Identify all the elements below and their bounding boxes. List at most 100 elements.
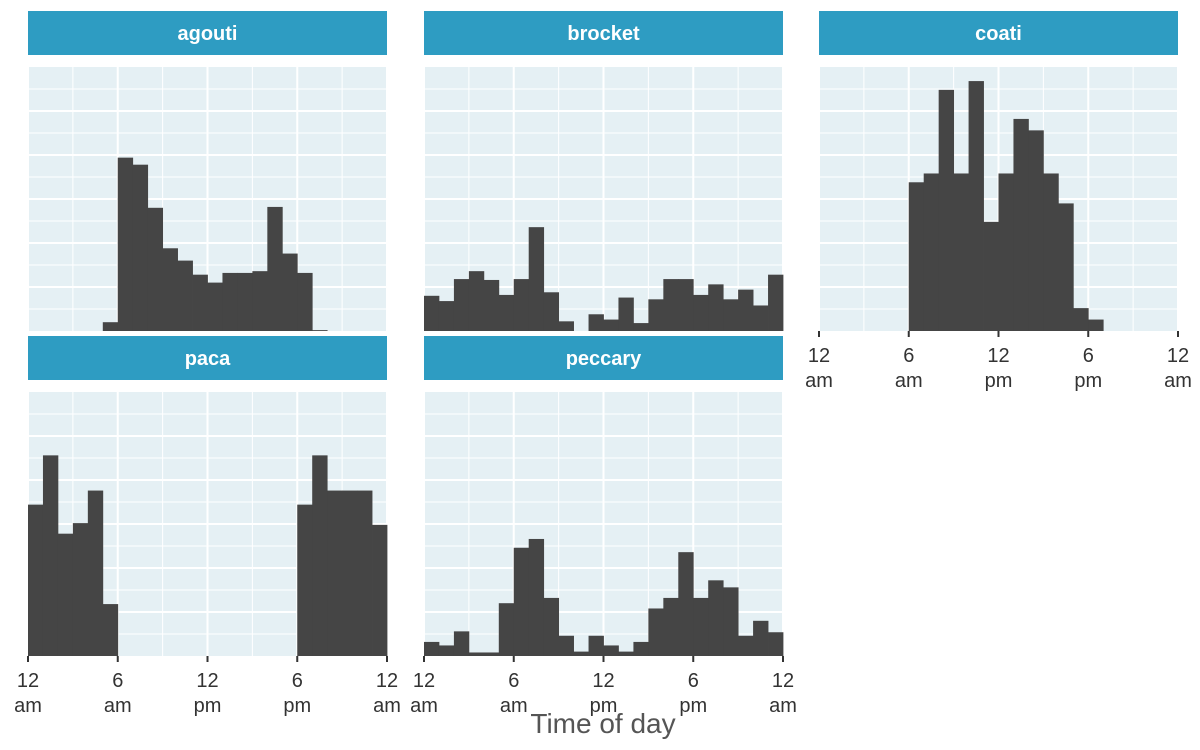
histogram-bar xyxy=(633,323,649,331)
x-tick-label: 12 xyxy=(413,670,435,692)
histogram-bar xyxy=(753,620,769,656)
facet-panels: agouti brocket coati 12 am 6 am 12 pm 6 pm 12 am paca… xyxy=(14,11,1192,717)
histogram-bar xyxy=(87,490,104,656)
histogram-bar xyxy=(513,547,530,656)
histogram-bar xyxy=(252,271,268,331)
histogram-bar xyxy=(558,635,574,656)
x-tick-label: 6 xyxy=(688,670,699,692)
histogram-bar xyxy=(453,631,470,656)
histogram-bar xyxy=(723,587,739,656)
x-tick-label: 6 xyxy=(112,670,123,692)
facet-paca: paca 12 am 6 am 12 pm 6 pm 12 am xyxy=(14,336,401,717)
x-tick-label: 6 xyxy=(292,670,303,692)
facet-brocket: brocket xyxy=(423,11,784,331)
x-tick-label: am xyxy=(805,370,833,392)
facet-label: paca xyxy=(185,348,231,370)
histogram-bar xyxy=(498,294,515,331)
histogram-bar xyxy=(1058,203,1074,331)
histogram-bar xyxy=(693,597,709,656)
x-tick-label: pm xyxy=(194,695,222,717)
histogram-bar xyxy=(513,279,530,331)
histogram-bar xyxy=(1073,308,1089,331)
histogram-bar xyxy=(663,279,679,331)
histogram-bar xyxy=(372,524,388,656)
x-tick-label: 12 xyxy=(1167,345,1189,367)
histogram-bar xyxy=(768,632,784,656)
histogram-bar xyxy=(57,533,74,656)
histogram-bar xyxy=(237,272,253,331)
histogram-bar xyxy=(102,604,119,656)
facet-agouti: agouti xyxy=(27,11,388,331)
histogram-bar xyxy=(603,645,619,656)
histogram-bar xyxy=(438,645,455,656)
histogram-bar xyxy=(327,490,343,656)
histogram-bar xyxy=(267,206,283,331)
histogram-bar xyxy=(207,282,223,331)
histogram-bar xyxy=(708,580,724,656)
histogram-bar xyxy=(297,272,313,331)
histogram-bar xyxy=(282,253,298,331)
histogram-bar xyxy=(147,207,164,331)
histogram-bar xyxy=(42,455,59,656)
histogram-bar xyxy=(528,538,545,656)
histogram-bar xyxy=(1028,130,1044,331)
histogram-bar xyxy=(117,157,134,331)
histogram-bar xyxy=(633,641,649,656)
histogram-bar xyxy=(558,321,574,331)
histogram-bar xyxy=(28,504,44,656)
histogram-bar xyxy=(588,635,604,656)
histogram-bar xyxy=(738,289,754,331)
histogram-bar xyxy=(678,552,694,656)
x-tick-label: 6 xyxy=(1083,345,1094,367)
histogram-bar xyxy=(938,89,955,331)
histogram-bar xyxy=(177,260,193,331)
x-tick-label: 12 xyxy=(772,670,794,692)
x-tick-label: am xyxy=(1164,370,1192,392)
histogram-bar xyxy=(953,173,969,331)
histogram-bar xyxy=(543,292,560,331)
x-tick-label: am xyxy=(895,370,923,392)
histogram-bar xyxy=(438,301,455,331)
histogram-bar xyxy=(753,305,769,331)
histogram-bar xyxy=(483,652,500,656)
histogram-bar xyxy=(723,299,739,331)
facet-strip xyxy=(28,336,387,380)
x-tick-label: 12 xyxy=(987,345,1009,367)
x-axis-title: Time of day xyxy=(530,708,675,739)
histogram-bar xyxy=(342,490,358,656)
x-tick-label: 12 xyxy=(376,670,398,692)
histogram-bar xyxy=(312,455,328,656)
histogram-bar xyxy=(453,279,470,331)
x-tick-label: am xyxy=(769,695,797,717)
x-tick-label: 12 xyxy=(196,670,218,692)
histogram-bar xyxy=(618,297,634,331)
histogram-bar xyxy=(983,221,999,331)
histogram-bar xyxy=(297,504,313,656)
histogram-bar xyxy=(222,272,238,331)
x-tick-label: am xyxy=(373,695,401,717)
histogram-bar xyxy=(162,248,178,331)
x-tick-label: 12 xyxy=(592,670,614,692)
histogram-bar xyxy=(648,608,664,656)
x-tick-label: am xyxy=(410,695,438,717)
histogram-bar xyxy=(528,227,545,331)
histogram-bar xyxy=(693,294,709,331)
histogram-bar xyxy=(768,274,784,331)
histogram-bar xyxy=(483,279,500,331)
histogram-bar xyxy=(618,651,634,656)
facet-coati: coati 12 am 6 am 12 pm 6 pm 12 am xyxy=(805,11,1192,392)
histogram-bar xyxy=(192,274,208,331)
histogram-bar xyxy=(648,299,664,331)
histogram-bar xyxy=(1088,319,1104,331)
histogram-bar xyxy=(424,641,440,656)
facet-label: agouti xyxy=(178,23,238,45)
facet-label: coati xyxy=(975,23,1022,45)
x-tick-label: am xyxy=(14,695,42,717)
histogram-bar xyxy=(678,279,694,331)
histogram-bar xyxy=(102,322,119,331)
histogram-bar xyxy=(357,490,373,656)
x-tick-label: pm xyxy=(985,370,1013,392)
histogram-bar xyxy=(468,652,485,656)
histogram-bar xyxy=(132,164,149,331)
